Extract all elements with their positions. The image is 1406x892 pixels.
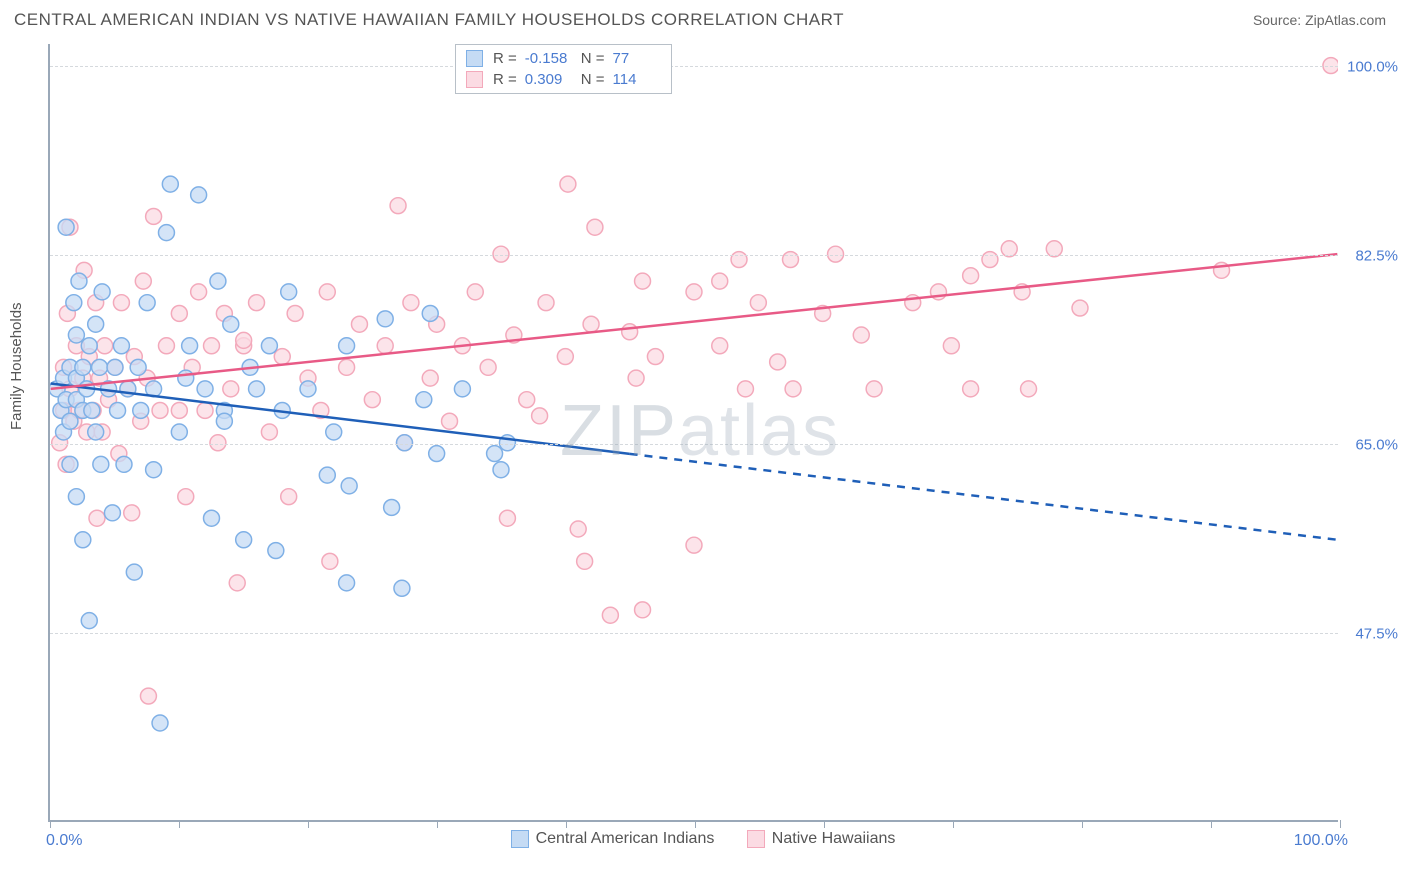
x-tick [566, 820, 567, 828]
y-axis-label: Family Households [8, 302, 25, 430]
pink-swatch-icon [466, 71, 483, 88]
r-label: R = [493, 50, 517, 67]
x-tick [50, 820, 51, 828]
gridline: 100.0% [50, 66, 1338, 67]
x-tick [1082, 820, 1083, 828]
x-tick [824, 820, 825, 828]
n-value-2: 114 [613, 71, 661, 88]
legend-bottom: Central American Indians Native Hawaiian… [0, 830, 1406, 853]
stats-row-1: R = -0.158 N = 77 [466, 48, 661, 69]
y-tick-label: 82.5% [1355, 247, 1398, 264]
x-tick [695, 820, 696, 828]
x-tick [437, 820, 438, 828]
stats-row-2: R = 0.309 N = 114 [466, 69, 661, 90]
r-value-1: -0.158 [525, 50, 573, 67]
legend-item-1: Central American Indians [511, 830, 715, 848]
legend-item-2: Native Hawaiians [747, 830, 896, 848]
n-label: N = [581, 71, 605, 88]
legend-label-2: Native Hawaiians [772, 830, 896, 848]
y-tick-label: 47.5% [1355, 625, 1398, 642]
gridline: 82.5% [50, 255, 1338, 256]
blue-swatch-icon [466, 50, 483, 67]
x-tick [1211, 820, 1212, 828]
gridline: 47.5% [50, 633, 1338, 634]
plot-area: 47.5% 65.0% 82.5% 100.0% [48, 44, 1338, 822]
chart-title: CENTRAL AMERICAN INDIAN VS NATIVE HAWAII… [14, 10, 844, 30]
x-tick [308, 820, 309, 828]
x-tick [953, 820, 954, 828]
n-label: N = [581, 50, 605, 67]
n-value-1: 77 [613, 50, 661, 67]
x-tick [1340, 820, 1341, 828]
y-tick-label: 65.0% [1355, 436, 1398, 453]
r-value-2: 0.309 [525, 71, 573, 88]
source-label: Source: ZipAtlas.com [1253, 12, 1386, 28]
y-tick-label: 100.0% [1347, 58, 1398, 75]
stats-legend-box: R = -0.158 N = 77 R = 0.309 N = 114 [455, 44, 672, 94]
legend-label-1: Central American Indians [536, 830, 715, 848]
scatter-plot-svg [50, 44, 1338, 820]
gridline: 65.0% [50, 444, 1338, 445]
r-label: R = [493, 71, 517, 88]
pink-swatch-icon [747, 830, 765, 848]
x-tick [179, 820, 180, 828]
blue-swatch-icon [511, 830, 529, 848]
